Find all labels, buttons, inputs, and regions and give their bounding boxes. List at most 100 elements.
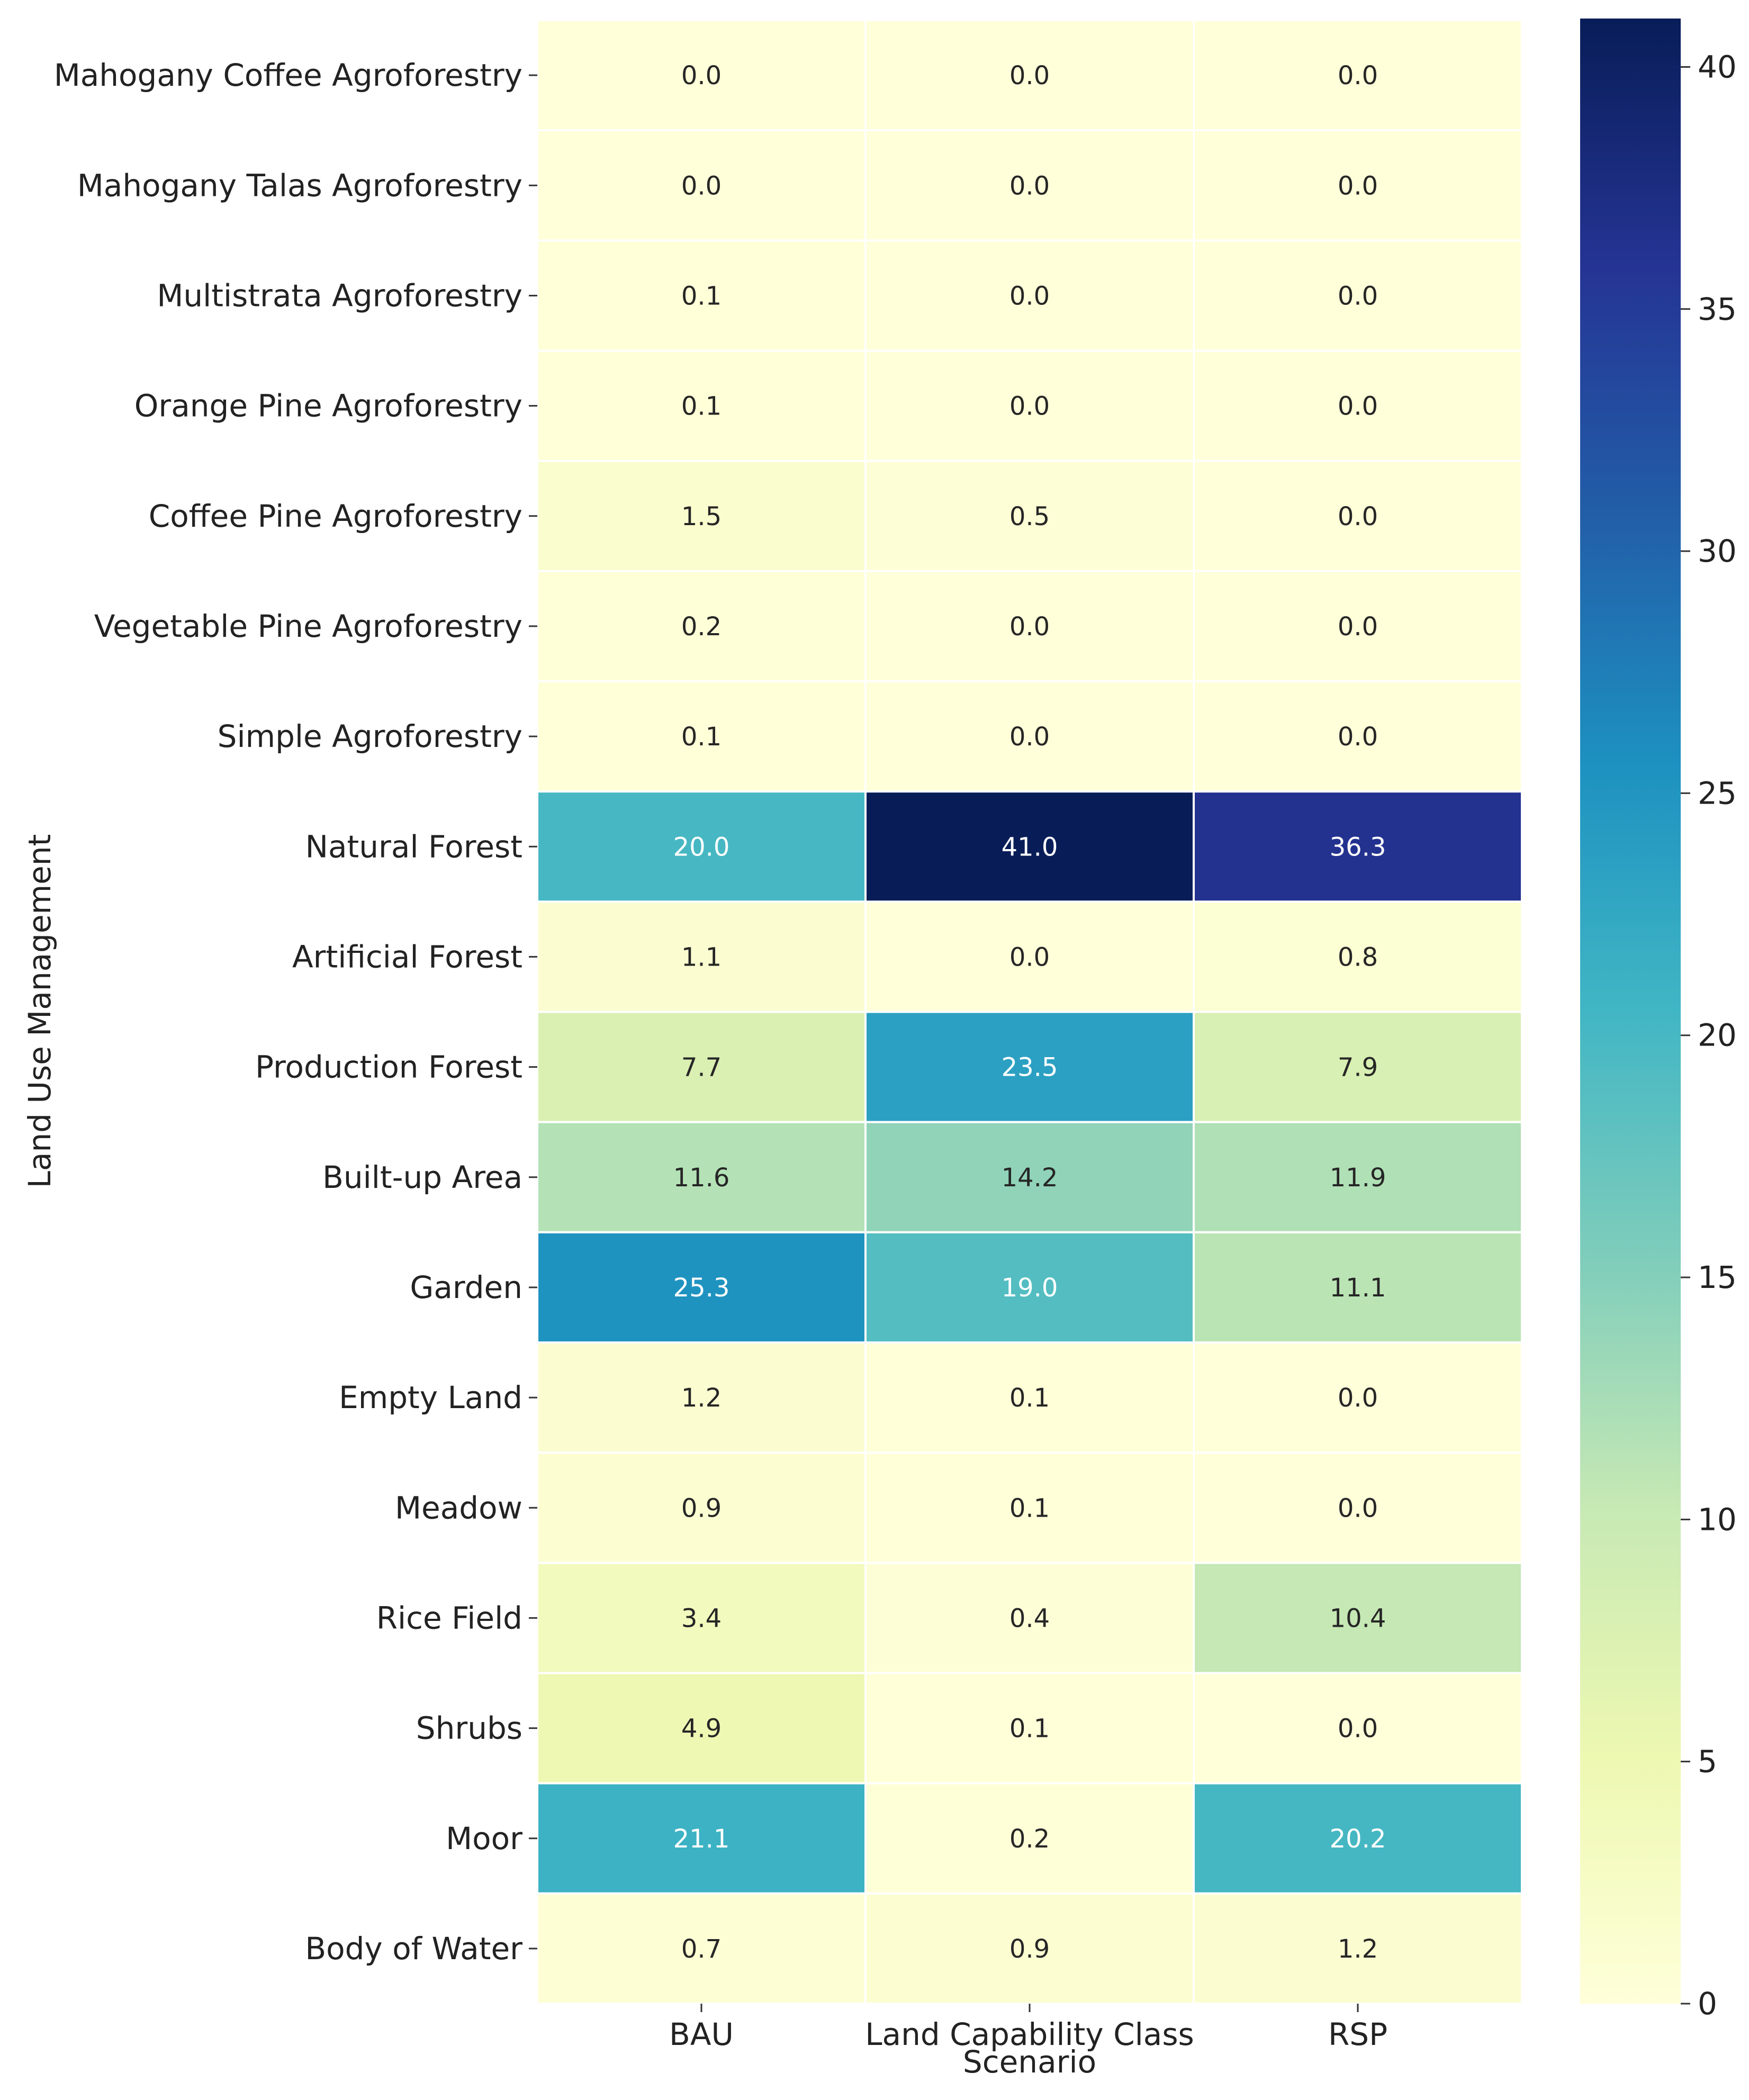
y-tick-label: Natural Forest (305, 828, 522, 864)
y-tick-label: Simple Agroforestry (218, 718, 522, 754)
y-tick-label: Meadow (395, 1490, 522, 1526)
cell-value-label: 0.0 (1009, 612, 1050, 642)
colorbar-tick-label: 20 (1698, 1017, 1737, 1053)
cell-value-label: 36.3 (1330, 832, 1386, 862)
cell-value-label: 0.1 (681, 722, 722, 752)
y-tick-label: Rice Field (376, 1600, 522, 1636)
cell-value-label: 20.0 (673, 832, 730, 862)
colorbar-tick-label: 30 (1698, 533, 1737, 569)
colorbar-tick-label: 0 (1698, 1986, 1717, 2022)
cell-value-label: 7.7 (681, 1053, 722, 1083)
y-tick-label: Garden (410, 1269, 522, 1305)
heatmap-cell (864, 1782, 1195, 1895)
x-tick-labels: BAU Land Capability Class RSP (669, 2004, 1387, 2052)
heatmap-cell (536, 680, 867, 793)
heatmap-cell (1193, 1231, 1523, 1344)
cell-value-label: 0.0 (1009, 942, 1050, 972)
heatmap-cell (536, 1672, 867, 1784)
heatmap-cell (536, 1341, 867, 1454)
heatmap-cell (864, 680, 1195, 793)
heatmap-cell (864, 1672, 1195, 1784)
y-axis-title: Land Use Management (22, 834, 58, 1188)
cell-value-label: 21.1 (673, 1824, 730, 1854)
heatmap-cell (864, 1231, 1195, 1344)
cell-value-label: 0.9 (681, 1493, 722, 1523)
cell-value-label: 7.9 (1338, 1053, 1378, 1083)
heatmap-cell (536, 1562, 867, 1674)
y-tick-label: Multistrata Agroforestry (157, 277, 522, 313)
heatmap-cell (1193, 1782, 1523, 1895)
heatmap-cell (1193, 129, 1523, 242)
cell-value-label: 41.0 (1002, 832, 1058, 862)
cell-value-label: 10.4 (1330, 1603, 1386, 1633)
y-tick-label: Built-up Area (322, 1159, 522, 1195)
cell-value-label: 0.7 (681, 1934, 722, 1964)
cell-value-label: 0.0 (681, 61, 722, 91)
cell-value-label: 1.5 (681, 502, 722, 531)
heatmap-cell (864, 1892, 1195, 2005)
cell-value-label: 23.5 (1002, 1053, 1058, 1083)
cell-value-label: 0.4 (1009, 1603, 1050, 1633)
y-tick-label: Artificial Forest (292, 939, 522, 975)
heatmap-cell (864, 459, 1195, 572)
cell-value-label: 20.2 (1330, 1824, 1386, 1854)
cell-value-label: 0.2 (1009, 1824, 1050, 1854)
colorbar-tick-label: 10 (1698, 1501, 1737, 1537)
cell-value-label: 0.8 (1338, 942, 1378, 972)
cell-value-label: 0.1 (1009, 1383, 1050, 1413)
heatmap-cell (1193, 1892, 1523, 2005)
cell-value-label: 0.9 (1009, 1934, 1050, 1964)
cell-value-label: 0.0 (1338, 281, 1378, 311)
heatmap-cell (864, 1011, 1195, 1123)
heatmap-cell (1193, 1672, 1523, 1784)
cell-value-label: 11.1 (1330, 1273, 1386, 1303)
heatmap-cells: 0.0 0.0 0.0 0.0 0.0 0.0 0.1 0.0 0.0 0.1 0.0 0.0 1.5 0… (536, 19, 1523, 2005)
cell-value-label: 0.0 (1338, 612, 1378, 642)
x-axis-title: Scenario (963, 2044, 1096, 2080)
cell-value-label: 0.1 (1009, 1714, 1050, 1744)
colorbar: 0 5 10 15 20 25 30 35 40 (1580, 19, 1737, 2022)
heatmap-cell (536, 1782, 867, 1895)
cell-value-label: 0.0 (1009, 722, 1050, 752)
y-tick-label: Moor (446, 1820, 522, 1856)
heatmap-cell (864, 570, 1195, 683)
heatmap-cell (1193, 570, 1523, 683)
cell-value-label: 25.3 (673, 1273, 730, 1303)
colorbar-tick-label: 35 (1698, 291, 1737, 327)
cell-value-label: 0.0 (1009, 171, 1050, 201)
heatmap-cell (536, 900, 867, 1013)
cell-value-label: 0.0 (681, 171, 722, 201)
heatmap-cell (1193, 1011, 1523, 1123)
y-tick-label: Body of Water (305, 1931, 522, 1967)
heatmap-cell (536, 129, 867, 242)
y-tick-label: Mahogany Talas Agroforestry (77, 167, 522, 203)
cell-value-label: 0.0 (1009, 61, 1050, 91)
heatmap-cell (1193, 900, 1523, 1013)
cell-value-label: 11.6 (673, 1163, 730, 1193)
heatmap-cell (1193, 1121, 1523, 1233)
y-tick-label: Coffee Pine Agroforestry (149, 498, 522, 534)
cell-value-label: 3.4 (681, 1603, 722, 1633)
heatmap-cell (536, 1121, 867, 1233)
cell-value-label: 0.0 (1009, 392, 1050, 421)
heatmap-cell (1193, 459, 1523, 572)
cell-value-label: 1.2 (681, 1383, 722, 1413)
cell-value-label: 1.1 (681, 942, 722, 972)
cell-value-label: 0.0 (1338, 61, 1378, 91)
x-tick-label: Land Capability Class (865, 2016, 1194, 2052)
heatmap-cell (864, 129, 1195, 242)
cell-value-label: 0.0 (1009, 281, 1050, 311)
heatmap-cell (1193, 1562, 1523, 1674)
cell-value-label: 4.9 (681, 1714, 722, 1744)
heatmap-cell (1193, 680, 1523, 793)
cell-value-label: 0.0 (1338, 392, 1378, 421)
y-tick-label: Orange Pine Agroforestry (134, 388, 522, 424)
cell-value-label: 0.1 (681, 392, 722, 421)
heatmap-cell (536, 19, 867, 132)
cell-value-label: 0.0 (1338, 502, 1378, 531)
y-tick-label: Empty Land (339, 1380, 522, 1416)
cell-value-label: 0.1 (681, 281, 722, 311)
y-tick-label: Shrubs (416, 1710, 522, 1746)
y-tick-label: Vegetable Pine Agroforestry (94, 608, 522, 644)
colorbar-tick-label: 15 (1698, 1259, 1737, 1295)
